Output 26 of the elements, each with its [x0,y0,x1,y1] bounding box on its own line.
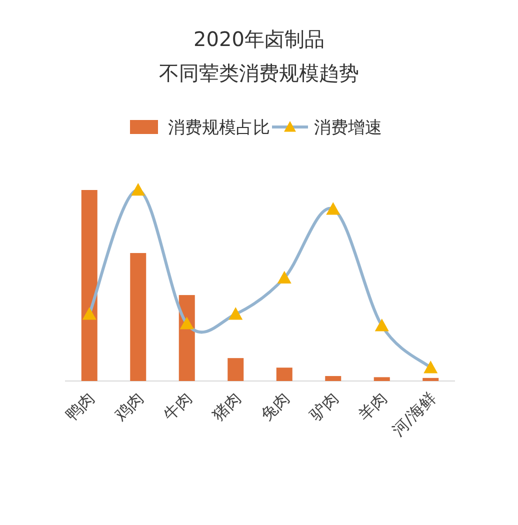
point [82,307,96,320]
bar [374,377,390,381]
x-tick-label: 羊肉 [354,388,391,424]
x-tick-label: 鸡肉 [110,388,147,426]
bar [276,368,292,381]
point [131,183,146,196]
x-tick-label: 鸭肉 [62,388,98,424]
legend-label: 消费增速 [314,118,382,138]
x-tick-label: 河/海鲜 [388,388,440,440]
legend-label: 消费规模占比 [168,118,270,138]
chart-title: 2020年卤制品不同荤类消费规模趋势 [159,27,359,85]
point [277,270,292,284]
x-tick-label: 牛肉 [160,388,196,424]
point [424,360,438,374]
bar [130,253,146,381]
point [228,307,243,320]
x-tick-label: 猪肉 [208,388,244,424]
point [326,202,340,215]
bar [228,358,244,381]
bar [325,376,342,381]
point [374,318,389,332]
bar [81,190,98,381]
bar [422,378,439,381]
point [180,316,194,330]
x-tick-label: 驴肉 [306,388,342,424]
x-tick-label: 兔肉 [257,388,294,424]
